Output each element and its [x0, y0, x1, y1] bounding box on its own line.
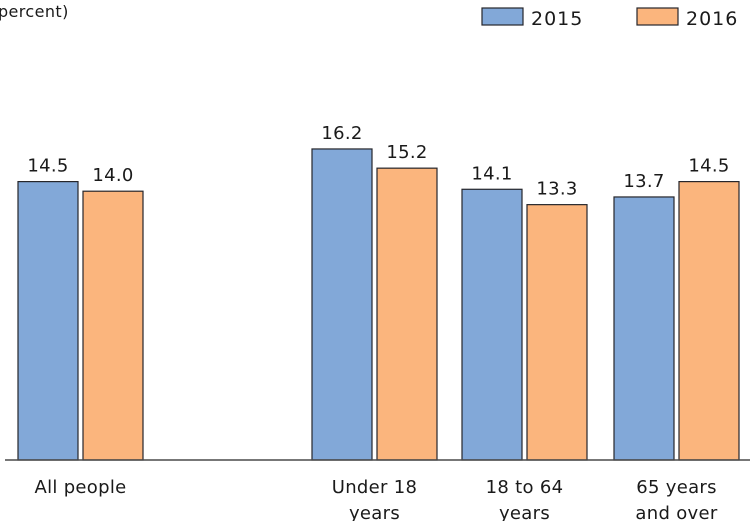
value-label-2015-2: 14.1 — [471, 163, 512, 184]
category-label-line-3-1: and over — [635, 503, 717, 521]
category-label-line-2-0: 18 to 64 — [486, 477, 564, 498]
value-label-2016-3: 14.5 — [688, 156, 729, 177]
bar-2016-0 — [82, 190, 144, 461]
category-label-0: All people — [34, 477, 126, 498]
category-label-line-3-0: 65 years — [636, 477, 717, 498]
legend-label-2015: 2015 — [531, 8, 583, 30]
value-label-2016-0: 14.0 — [92, 165, 133, 186]
bar-2015-0 — [17, 181, 79, 461]
cut-off-title-fragment: percent) — [0, 2, 69, 21]
value-label-2015-0: 14.5 — [27, 156, 68, 177]
bar-2016-3 — [678, 181, 740, 461]
legend-swatch-2016 — [636, 7, 679, 26]
value-label-2015-1: 16.2 — [321, 123, 362, 144]
bar-2016-2 — [526, 204, 588, 461]
bars — [17, 148, 740, 461]
value-label-2016-1: 15.2 — [386, 142, 427, 163]
category-label-line-1-0: Under 18 — [332, 477, 418, 498]
category-label-3: 65 years and over — [635, 477, 717, 521]
legend-label-2016: 2016 — [686, 8, 738, 30]
bar-2015-2 — [461, 188, 523, 461]
category-label-line-2-1: years — [499, 503, 550, 521]
category-label-line-0-0: All people — [34, 477, 126, 498]
category-label-2: 18 to 64 years — [486, 477, 564, 521]
value-label-2015-3: 13.7 — [623, 171, 664, 192]
bar-2015-1 — [311, 148, 373, 461]
bar-2015-3 — [613, 196, 675, 461]
bar-2016-1 — [376, 167, 438, 461]
category-label-1: Under 18 years — [332, 477, 418, 521]
category-label-line-1-1: years — [349, 503, 400, 521]
category-labels: All people Under 18 years 18 to 64 years 65 y… — [34, 477, 717, 524]
legend-swatch-2015 — [481, 7, 524, 26]
value-label-2016-2: 13.3 — [536, 179, 577, 200]
legend: 2015 2016 — [481, 7, 738, 30]
value-labels: 14.5 16.2 14.1 13.7 14.0 15.2 13.3 14.5 — [27, 123, 729, 200]
